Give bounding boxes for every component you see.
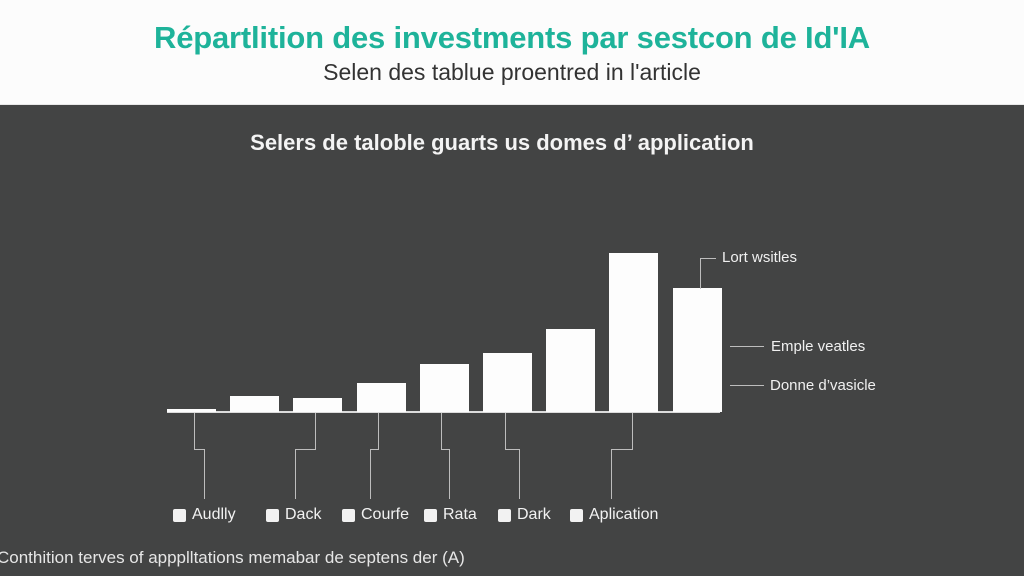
annotation-label: Donne d’vasicle	[770, 377, 876, 394]
legend-item-courfe[interactable]: Courfe	[342, 506, 409, 524]
legend-label: Courfe	[361, 506, 410, 523]
bar	[293, 398, 342, 412]
legend-swatch-icon	[266, 508, 279, 522]
connector-line	[295, 449, 296, 499]
connector-line	[449, 449, 450, 499]
bar	[167, 409, 216, 412]
bar	[609, 253, 658, 412]
connector-line	[505, 413, 520, 450]
legend-label: Audlly	[192, 506, 236, 523]
page-subtitle: Selen des tablue proentred in l'article	[323, 59, 701, 85]
connector-line	[370, 449, 371, 499]
legend-swatch-icon	[424, 508, 437, 522]
legend-item-audlly[interactable]: Audlly	[173, 506, 236, 524]
bar	[483, 353, 532, 412]
bar	[357, 383, 406, 412]
legend-item-dack[interactable]: Dack	[266, 506, 321, 524]
legend-label: Dark	[517, 506, 551, 523]
legend-label: Rata	[443, 506, 477, 523]
annotation-label: Emple veatles	[771, 338, 866, 355]
legend-swatch-icon	[342, 508, 355, 522]
annotation-connector	[700, 258, 716, 289]
x-axis-baseline	[167, 411, 720, 413]
header: Répartlition des investments par sestcon…	[0, 0, 1024, 105]
page-title: Répartlition des investments par sestcon…	[154, 20, 870, 55]
chart-title: Selers de taloble guarts us domes d’ app…	[250, 130, 754, 155]
connector-line	[441, 413, 450, 450]
bar	[546, 329, 595, 412]
legend-swatch-icon	[498, 508, 511, 522]
legend-label: Aplication	[589, 506, 659, 523]
bar	[230, 396, 279, 412]
connector-line	[194, 413, 205, 450]
connector-line	[370, 413, 379, 450]
connector-line	[611, 449, 612, 499]
annotation-label: Lort wsitles	[722, 249, 798, 266]
legend-item-rata[interactable]: Rata	[424, 506, 477, 524]
chart-caption: Conthition terves of appplltations memab…	[0, 548, 465, 567]
bar	[673, 288, 722, 412]
connector-line	[611, 413, 633, 450]
legend-swatch-icon	[570, 508, 583, 522]
legend-item-dark[interactable]: Dark	[498, 506, 551, 524]
annotation-line	[730, 385, 764, 386]
annotation-line	[730, 346, 764, 347]
connector-line	[295, 413, 316, 450]
legend-label: Dack	[285, 506, 322, 523]
bar	[420, 364, 469, 412]
connector-line	[519, 449, 520, 499]
connector-line	[204, 449, 205, 499]
legend-swatch-icon	[173, 508, 186, 522]
legend-item-aplication[interactable]: Aplication	[570, 506, 658, 524]
